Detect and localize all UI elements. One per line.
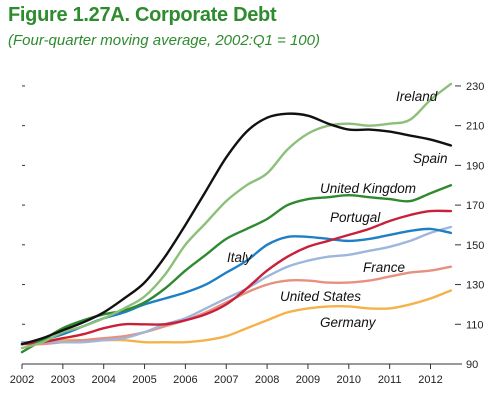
y-tick-label: 150	[466, 240, 484, 252]
series-label-united-states: United States	[280, 289, 361, 304]
series-lines	[20, 82, 453, 354]
y-tick-label: 190	[466, 160, 484, 172]
series-label-united-kingdom: United Kingdom	[320, 181, 416, 196]
y-tick-label: 130	[466, 280, 484, 292]
series-line-france	[20, 225, 453, 344]
x-tick-label: 2002	[10, 374, 34, 386]
series-label-germany: Germany	[320, 315, 377, 330]
series-labels: Ireland Spain United Kingdom Portugal Italy F…	[227, 89, 448, 330]
axes: 2002 2003 2004 2005 2006 2007 2008 2009 2010 2011…	[10, 81, 485, 386]
y-tick-label: 230	[466, 81, 484, 93]
series-line-ireland	[20, 82, 453, 350]
x-tick-label: 2011	[378, 374, 402, 386]
series-line-portugal	[20, 209, 453, 346]
chart-subtitle: (Four-quarter moving average, 2002:Q1 = …	[8, 32, 320, 49]
series-label-spain: Spain	[413, 151, 448, 166]
x-tick-label: 2008	[255, 374, 279, 386]
series-label-france: France	[363, 260, 405, 275]
x-tick-label: 2007	[214, 374, 238, 386]
series-line-italy	[20, 227, 453, 346]
x-tick-label: 2004	[91, 374, 115, 386]
y-tick-label: 210	[466, 121, 484, 133]
chart-title: Figure 1.27A. Corporate Debt	[8, 4, 277, 26]
y-tick-label: 170	[466, 200, 484, 212]
y-tick-label: 110	[466, 319, 484, 331]
x-tick-label: 2012	[418, 374, 442, 386]
y-tick-label: 90	[466, 359, 478, 371]
x-tick-label: 2006	[173, 374, 197, 386]
series-line-spain	[20, 112, 453, 346]
x-tick-label: 2003	[51, 374, 75, 386]
x-tick-label: 2009	[296, 374, 320, 386]
x-tick-label: 2005	[132, 374, 156, 386]
series-label-ireland: Ireland	[396, 89, 438, 104]
series-label-italy: Italy	[227, 250, 253, 265]
series-label-portugal: Portugal	[330, 210, 381, 225]
x-tick-label: 2010	[337, 374, 361, 386]
